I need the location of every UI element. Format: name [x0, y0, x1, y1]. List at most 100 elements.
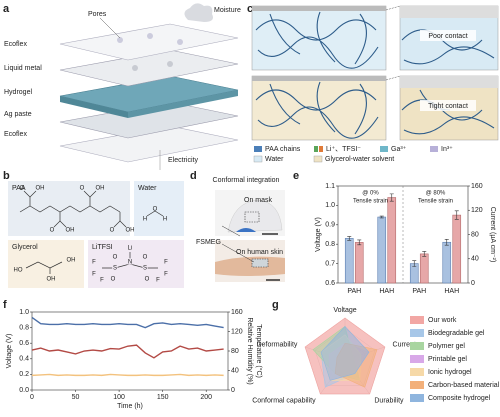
- atom: Li: [128, 246, 133, 252]
- label: Liquid metal: [4, 65, 42, 72]
- legend-label: Biodegradable gel: [428, 330, 485, 337]
- annotation: @ 0%: [362, 191, 379, 197]
- x-tick-label: 200: [200, 394, 212, 401]
- y-tick-label: 0.7: [325, 260, 335, 267]
- legend-swatch: [313, 155, 323, 163]
- line: [31, 373, 224, 377]
- y-tick-label: 0.0: [19, 387, 29, 394]
- bond: [146, 210, 164, 217]
- bond: [25, 261, 63, 269]
- label: Ecoflex: [4, 131, 27, 138]
- y2-tick-label: 160: [471, 183, 483, 190]
- box: [88, 240, 184, 288]
- annotation: Tensile strain: [353, 199, 388, 205]
- atom: F: [92, 272, 96, 278]
- label: FSMEG: [196, 239, 221, 246]
- panel-label: d: [190, 170, 197, 182]
- label: Pores: [88, 11, 107, 18]
- atom: OH: [47, 277, 56, 283]
- atom: O: [110, 228, 115, 234]
- line: [31, 344, 224, 359]
- y2-tick-label: 120: [471, 207, 483, 214]
- error-bar: [412, 260, 417, 267]
- y-tick-label: 0.8: [19, 324, 29, 331]
- y-tick-label: 1.1: [325, 183, 335, 190]
- y-axis-title: Voltage (V): [315, 217, 322, 252]
- box: [8, 240, 84, 288]
- y-tick-label: 1.0: [19, 309, 29, 316]
- x-tick-label: 100: [113, 394, 125, 401]
- legend-label: Water: [265, 156, 284, 163]
- atom: F: [156, 278, 160, 284]
- legend-label: In³⁺: [441, 146, 453, 153]
- x-axis-title: Time (h): [117, 403, 143, 410]
- box-title: Glycerol: [12, 244, 38, 251]
- annotation: Tensile strain: [418, 199, 453, 205]
- legend-swatch: [314, 146, 318, 152]
- legend-label: Polymer gel: [428, 343, 465, 350]
- y2-tick-label: 80: [471, 231, 479, 238]
- y2-tick-label: 40: [231, 367, 239, 374]
- bond: [53, 220, 67, 228]
- x-tick-label: HAH: [379, 288, 394, 295]
- title: Conformal integration: [213, 177, 280, 184]
- legend-swatch: [254, 146, 262, 152]
- legend-label: Printable gel: [428, 356, 467, 363]
- legend-swatch: [319, 146, 323, 152]
- y-tick-label: 0.9: [325, 222, 335, 229]
- y2-tick-label: 40: [471, 256, 479, 263]
- y-tick-label: 0.4: [19, 356, 29, 363]
- layer-stack: [59, 3, 239, 170]
- panel-label: b: [3, 170, 10, 182]
- label: Poor contact: [428, 33, 467, 40]
- legend-label: Composite hydrogel: [428, 395, 491, 402]
- error-bar: [389, 193, 394, 202]
- box-title: LiTFSI: [92, 244, 113, 251]
- panel-label: a: [3, 3, 10, 15]
- bond: [23, 190, 37, 198]
- atom: F: [164, 272, 168, 278]
- bar: [377, 216, 387, 284]
- atom: OH: [67, 258, 76, 264]
- atom: O: [145, 277, 150, 283]
- legend-label: PAA chains: [265, 146, 301, 153]
- y2-axis-title: Temperature (°C): [255, 324, 263, 378]
- bar: [452, 214, 462, 284]
- box: [134, 181, 184, 236]
- error-bar: [444, 239, 449, 246]
- atom: OH: [126, 228, 135, 234]
- legend-label: Our work: [428, 317, 457, 324]
- y2-axis-title: Relative Humidity (%): [246, 317, 253, 384]
- label: Moisture: [214, 7, 241, 14]
- atom: H: [163, 217, 167, 223]
- bar: [387, 197, 397, 284]
- legend-label: Carbon-based material: [428, 382, 500, 389]
- bar: [344, 238, 354, 284]
- label: Electricity: [168, 157, 198, 164]
- atom: N: [128, 260, 132, 266]
- legend-label: Li⁺、TFSI⁻: [326, 146, 361, 153]
- bond: [83, 190, 97, 198]
- schematic: [251, 5, 499, 141]
- y-tick-label: 0.6: [325, 280, 335, 287]
- panel-label: e: [293, 170, 299, 182]
- y-axis-title: Voltage (V): [6, 334, 13, 369]
- atom: F: [100, 278, 104, 284]
- atom: OH: [96, 186, 105, 192]
- atom: S: [113, 266, 117, 272]
- atom: O: [20, 186, 25, 192]
- bar: [354, 242, 364, 284]
- y-tick-label: 1.0: [325, 202, 335, 209]
- y2-tick-label: 80: [231, 348, 239, 355]
- x-tick-label: 0: [30, 394, 34, 401]
- panel-label: c: [247, 3, 253, 15]
- bond: [19, 205, 121, 213]
- y2-tick-label: 0: [471, 280, 475, 287]
- error-bar: [379, 215, 384, 219]
- label: On mask: [244, 197, 273, 204]
- y-tick-label: 0.6: [19, 340, 29, 347]
- x-tick-label: 150: [157, 394, 169, 401]
- bar: [442, 241, 452, 284]
